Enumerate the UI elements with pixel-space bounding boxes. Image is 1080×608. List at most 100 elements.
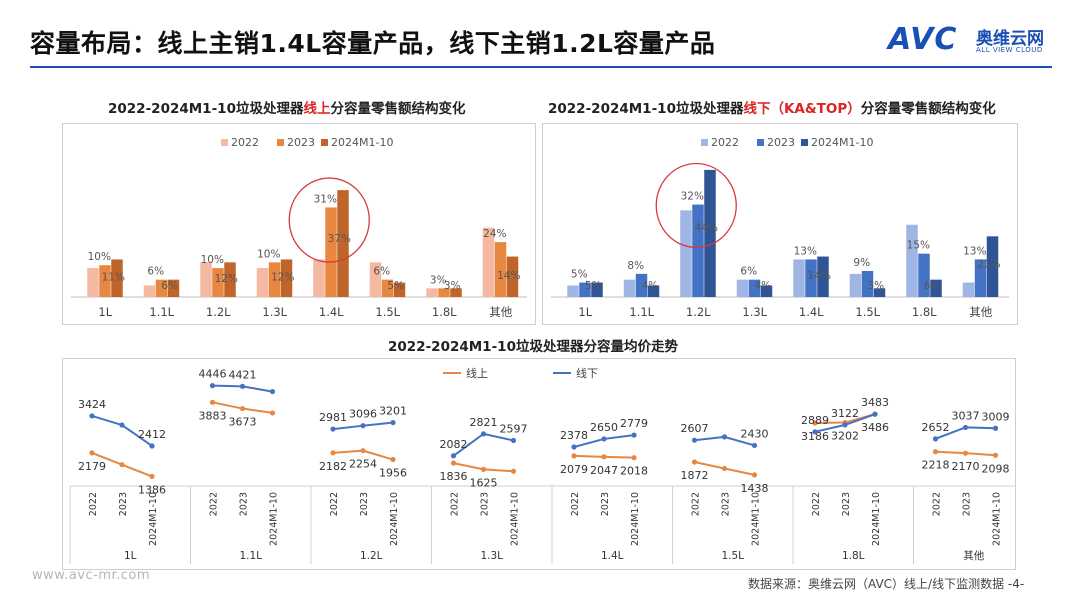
price-value-offline-3-1: 2821 (470, 416, 498, 429)
price-period-6-0: 2022 (811, 492, 822, 516)
price-point-offline-0-1 (119, 422, 125, 428)
offline-label-lower-6: 6% (924, 280, 941, 292)
online-label-lower-6: 3% (444, 280, 461, 292)
price-value-offline-4-1: 2650 (590, 421, 618, 434)
price-point-online-3-2 (510, 468, 517, 474)
online-chart-title: 2022-2024M1-10垃圾处理器线上分容量零售额结构变化 (108, 97, 465, 117)
offline-label-upper-3: 6% (740, 266, 757, 278)
price-value-offline-7-2: 3009 (982, 410, 1010, 423)
price-value-online-6-0: 3186 (801, 430, 829, 443)
offline-category-6: 1.8L (912, 305, 937, 319)
offline-category-3: 1.3L (742, 305, 767, 319)
offline-chart-title: 2022-2024M1-10垃圾处理器线下（KA&TOP）分容量零售额结构变化 (548, 97, 996, 117)
online-bar-5-2 (393, 282, 406, 297)
offline-label-upper-5: 9% (853, 257, 870, 269)
online-bar-5-1 (381, 279, 394, 297)
offline-bar-4-1 (805, 259, 817, 297)
price-period-3-2: 2024M1-10 (510, 492, 521, 546)
price-value-online-2-2: 1956 (379, 467, 407, 480)
price-point-offline-0-2 (149, 443, 155, 449)
online-label-lower-1: 6% (161, 280, 178, 292)
logo-subtitle: ALL VIEW CLOUD (976, 46, 1043, 54)
price-point-online-7-0 (932, 449, 939, 455)
price-period-7-1: 2023 (962, 492, 973, 516)
price-period-7-0: 2022 (932, 492, 943, 516)
online-category-2: 1.2L (206, 305, 231, 319)
price-point-online-5-0 (691, 459, 698, 465)
offline-legend-swatch-0 (701, 139, 708, 146)
offline-label-upper-2: 32% (681, 191, 704, 203)
price-group-6: 1.8L (842, 550, 865, 562)
price-period-2-2: 2024M1-10 (389, 492, 400, 546)
online-label-upper-7: 24% (483, 228, 506, 240)
online-bar-7-0 (482, 227, 495, 297)
price-value-online-4-1: 2047 (590, 464, 618, 477)
logo-wordmark: AVC (888, 22, 958, 57)
online-category-1: 1.1L (149, 305, 174, 319)
price-point-online-1-2 (269, 410, 276, 416)
price-value-offline-4-2: 2779 (620, 417, 648, 430)
offline-bar-0-2 (591, 282, 603, 297)
offline-bar-7-2 (986, 236, 999, 297)
offline-highlight-circle (655, 162, 737, 249)
online-highlight-circle (288, 177, 370, 263)
offline-bar-4-2 (817, 256, 829, 297)
price-point-offline-3-0 (450, 453, 457, 459)
price-value-offline-2-1: 3096 (349, 408, 377, 421)
price-group-7: 其他 (963, 549, 984, 562)
offline-bar-5-2 (873, 288, 886, 297)
online-label-upper-3: 10% (257, 248, 280, 260)
footer-website[interactable]: www.avc-mr.com (32, 568, 151, 583)
price-value-offline-2-2: 3201 (379, 405, 407, 418)
offline-legend-label-0: 2022 (711, 136, 739, 149)
online-title-suffix: 分容量零售额结构变化 (330, 101, 466, 117)
price-period-6-1: 2023 (841, 492, 852, 516)
price-point-online-1-1 (239, 405, 246, 412)
price-period-5-0: 2022 (691, 492, 702, 516)
offline-bar-1-0 (623, 279, 636, 297)
price-point-offline-5-0 (691, 437, 698, 443)
price-period-2-1: 2023 (359, 492, 370, 516)
online-legend-swatch-0 (221, 139, 228, 146)
price-point-offline-6-1 (842, 422, 848, 428)
price-point-online-4-1 (601, 454, 607, 460)
online-label-upper-2: 10% (201, 254, 224, 266)
price-value-offline-3-0: 2082 (440, 438, 468, 451)
price-period-1-1: 2023 (239, 492, 250, 516)
price-period-0-2: 2024M1-10 (148, 492, 159, 546)
online-legend-label-0: 2022 (231, 136, 259, 149)
online-label-lower-4: 37% (328, 233, 351, 245)
price-value-online-7-1: 2170 (952, 460, 980, 473)
offline-title-highlight: 线下（KA&TOP） (743, 101, 861, 117)
offline-bar-1-2 (647, 285, 660, 297)
price-point-offline-1-2 (269, 388, 276, 395)
price-period-2-0: 2022 (329, 492, 340, 516)
online-category-7: 其他 (489, 305, 512, 319)
price-value-offline-0-0: 3424 (78, 398, 106, 411)
price-value-offline-7-1: 3037 (952, 409, 980, 422)
offline-bar-2-2 (704, 169, 716, 297)
price-point-offline-2-0 (330, 426, 336, 432)
online-bar-0-0 (87, 268, 99, 297)
price-point-offline-3-2 (510, 437, 517, 444)
price-point-online-2-1 (360, 448, 366, 454)
price-point-offline-6-0 (812, 429, 818, 435)
price-value-online-1-1: 3673 (229, 416, 257, 429)
offline-bar-7-0 (962, 282, 975, 297)
price-point-offline-2-2 (390, 419, 396, 426)
offline-label-upper-0: 5% (571, 269, 588, 281)
online-bar-1-2 (167, 279, 180, 297)
price-value-offline-4-0: 2378 (560, 429, 588, 442)
price-point-offline-1-0 (209, 383, 216, 389)
price-point-online-0-2 (149, 473, 155, 480)
offline-label-upper-6: 15% (907, 240, 930, 252)
online-bar-chart: 2022 2023 2024M1-10 10% 11% 1L 6% 6% 1.1L 10% 12% 1… (71, 136, 527, 319)
offline-category-0: 1L (578, 305, 592, 319)
online-label-upper-5: 6% (373, 266, 390, 278)
offline-title-suffix: 分容量零售额结构变化 (860, 101, 996, 117)
offline-bar-0-1 (579, 282, 591, 297)
offline-bar-6-2 (930, 279, 942, 297)
online-bar-2-0 (200, 262, 212, 297)
online-bar-6-2 (450, 288, 462, 297)
price-point-online-2-0 (330, 450, 336, 456)
